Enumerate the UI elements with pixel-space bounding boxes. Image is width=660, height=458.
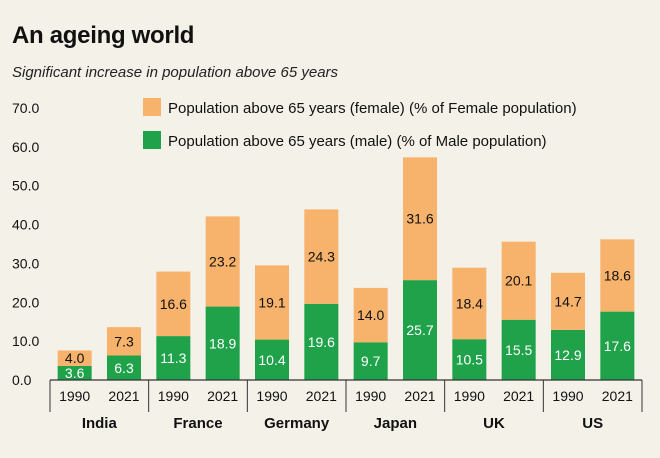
data-label-female: 20.1 (505, 273, 532, 289)
data-label-female: 4.0 (65, 350, 85, 366)
data-label-female: 16.6 (160, 296, 187, 312)
bar-male (501, 319, 536, 380)
x-tick-label: 1990 (59, 388, 90, 404)
data-label-male: 10.5 (456, 352, 483, 368)
bar-female (403, 157, 437, 281)
data-label-female: 14.7 (554, 293, 581, 309)
data-label-female: 18.6 (604, 267, 631, 283)
data-label-male: 9.7 (361, 353, 381, 369)
bar-male (353, 342, 388, 380)
bar-female (452, 267, 487, 340)
legend-swatch (143, 98, 161, 116)
data-label-male: 25.7 (406, 322, 433, 338)
x-tick-label: 2021 (602, 388, 633, 404)
bar-male (452, 339, 487, 380)
bar-male (205, 306, 240, 380)
data-label-female: 23.2 (209, 253, 236, 269)
x-tick-label: 2021 (108, 388, 139, 404)
data-label-male: 19.6 (308, 334, 335, 350)
y-tick-label: 50.0 (12, 178, 39, 194)
y-tick-label: 60.0 (12, 139, 39, 155)
group-label: Japan (374, 415, 417, 432)
data-label-male: 17.6 (604, 338, 631, 354)
chart-title: An ageing world (12, 22, 195, 49)
x-tick-label: 2021 (503, 388, 534, 404)
bar-female (353, 287, 388, 343)
bar-male (57, 366, 92, 380)
x-tick-label: 1990 (158, 388, 189, 404)
bar-female (304, 209, 339, 304)
data-label-female: 31.6 (406, 211, 433, 227)
legend-label: Population above 65 years (female) (% of… (168, 100, 577, 117)
x-tick-label: 2021 (207, 388, 238, 404)
group-label: Germany (264, 415, 330, 432)
group-label: UK (483, 415, 505, 432)
bar-female (205, 216, 240, 307)
bar-female (57, 350, 92, 367)
legend-swatch (143, 131, 161, 149)
y-tick-label: 0.0 (12, 372, 32, 388)
bar-female (501, 241, 536, 320)
data-label-male: 11.3 (160, 350, 186, 366)
y-tick-label: 40.0 (12, 217, 39, 233)
data-label-female: 14.0 (357, 307, 384, 323)
bar-male (156, 336, 191, 380)
bar-female (551, 272, 585, 330)
bar-female (600, 239, 635, 312)
y-tick-label: 20.0 (12, 294, 39, 310)
bar-male (304, 303, 339, 380)
bar-female (107, 327, 141, 356)
group-label: US (582, 415, 603, 432)
legend-label: Population above 65 years (male) (% of M… (168, 133, 547, 150)
x-tick-label: 1990 (256, 388, 287, 404)
y-tick-label: 30.0 (12, 255, 39, 271)
bar-male (600, 311, 635, 380)
bar-male (551, 329, 585, 380)
data-label-female: 18.4 (456, 295, 483, 311)
data-label-male: 6.3 (114, 360, 134, 376)
data-label-female: 24.3 (308, 249, 335, 265)
x-tick-label: 1990 (454, 388, 485, 404)
data-label-male: 12.9 (554, 347, 581, 363)
data-label-male: 18.9 (209, 335, 236, 351)
x-tick-label: 1990 (355, 388, 386, 404)
bar-female (156, 271, 191, 337)
chart-subtitle: Significant increase in population above… (12, 64, 339, 81)
data-label-male: 10.4 (258, 352, 285, 368)
group-label: India (82, 415, 118, 432)
x-tick-label: 2021 (404, 388, 435, 404)
group-label: France (173, 415, 222, 432)
data-label-male: 3.6 (65, 365, 85, 381)
y-tick-label: 10.0 (12, 333, 39, 349)
x-tick-label: 1990 (552, 388, 583, 404)
data-label-female: 7.3 (114, 333, 134, 349)
bar-male (107, 355, 141, 380)
bar-male (255, 339, 289, 380)
x-tick-label: 2021 (306, 388, 337, 404)
data-label-female: 19.1 (258, 294, 285, 310)
y-tick-label: 70.0 (12, 100, 39, 116)
bar-male (403, 280, 437, 380)
data-label-male: 15.5 (505, 342, 532, 358)
bar-female (255, 265, 289, 340)
